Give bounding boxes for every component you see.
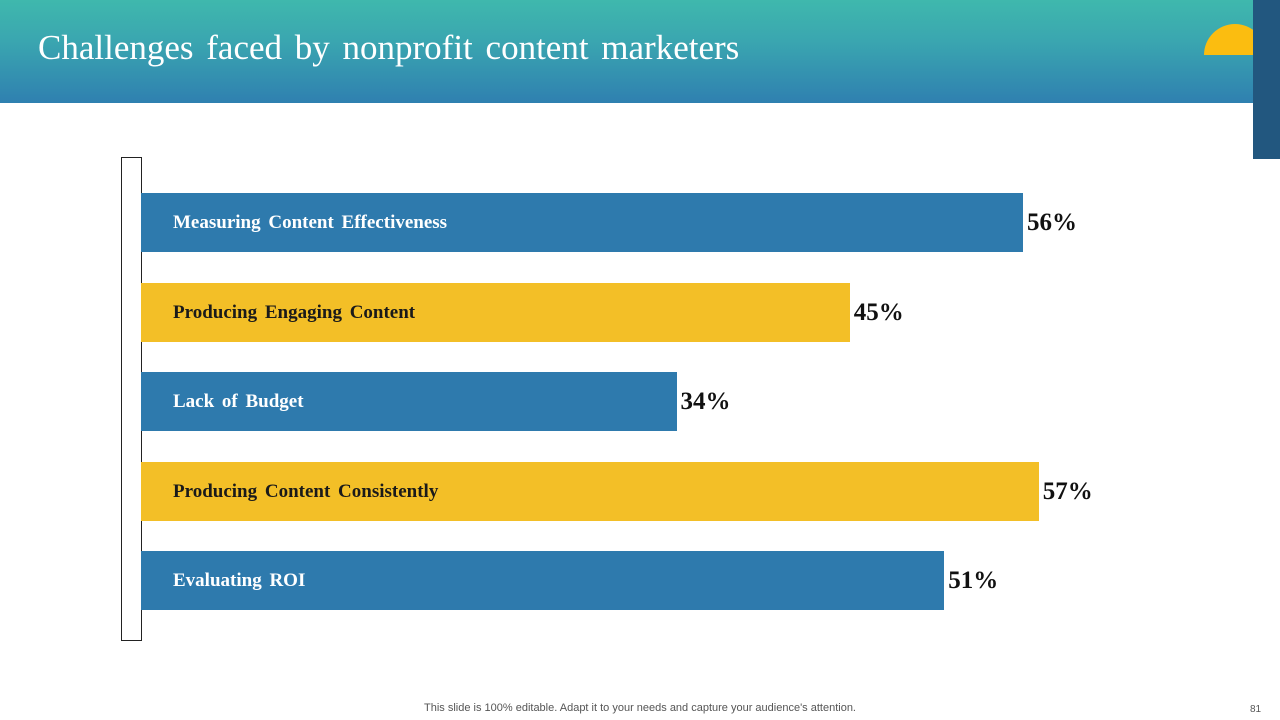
slide-title: Challenges faced by nonprofit content ma… (38, 28, 740, 67)
bar-value-3: 57% (1042, 477, 1093, 505)
bar-label-3: Producing Content Consistently (173, 480, 439, 502)
bar-label-4: Evaluating ROI (173, 570, 306, 591)
bar-value-1: 45% (853, 298, 904, 326)
page-number: 81 (1250, 704, 1262, 715)
bar-label-0: Measuring Content Effectiveness (173, 212, 448, 233)
bar-value-0: 56% (1027, 209, 1077, 236)
header-banner: Challenges faced by nonprofit content ma… (0, 0, 1253, 103)
bar-3 (141, 461, 1039, 521)
bar-0 (141, 193, 1023, 252)
bar-1 (141, 282, 850, 342)
bar-label-2: Lack of Budget (173, 391, 304, 412)
bar-2 (141, 372, 677, 431)
side-accent-strip (1253, 0, 1280, 159)
bar-value-4: 51% (948, 567, 999, 594)
bar-value-2: 34% (680, 388, 731, 415)
bar-label-1: Producing Engaging Content (173, 301, 416, 323)
footer-note: This slide is 100% editable. Adapt it to… (424, 702, 856, 714)
bar-4 (141, 551, 945, 610)
